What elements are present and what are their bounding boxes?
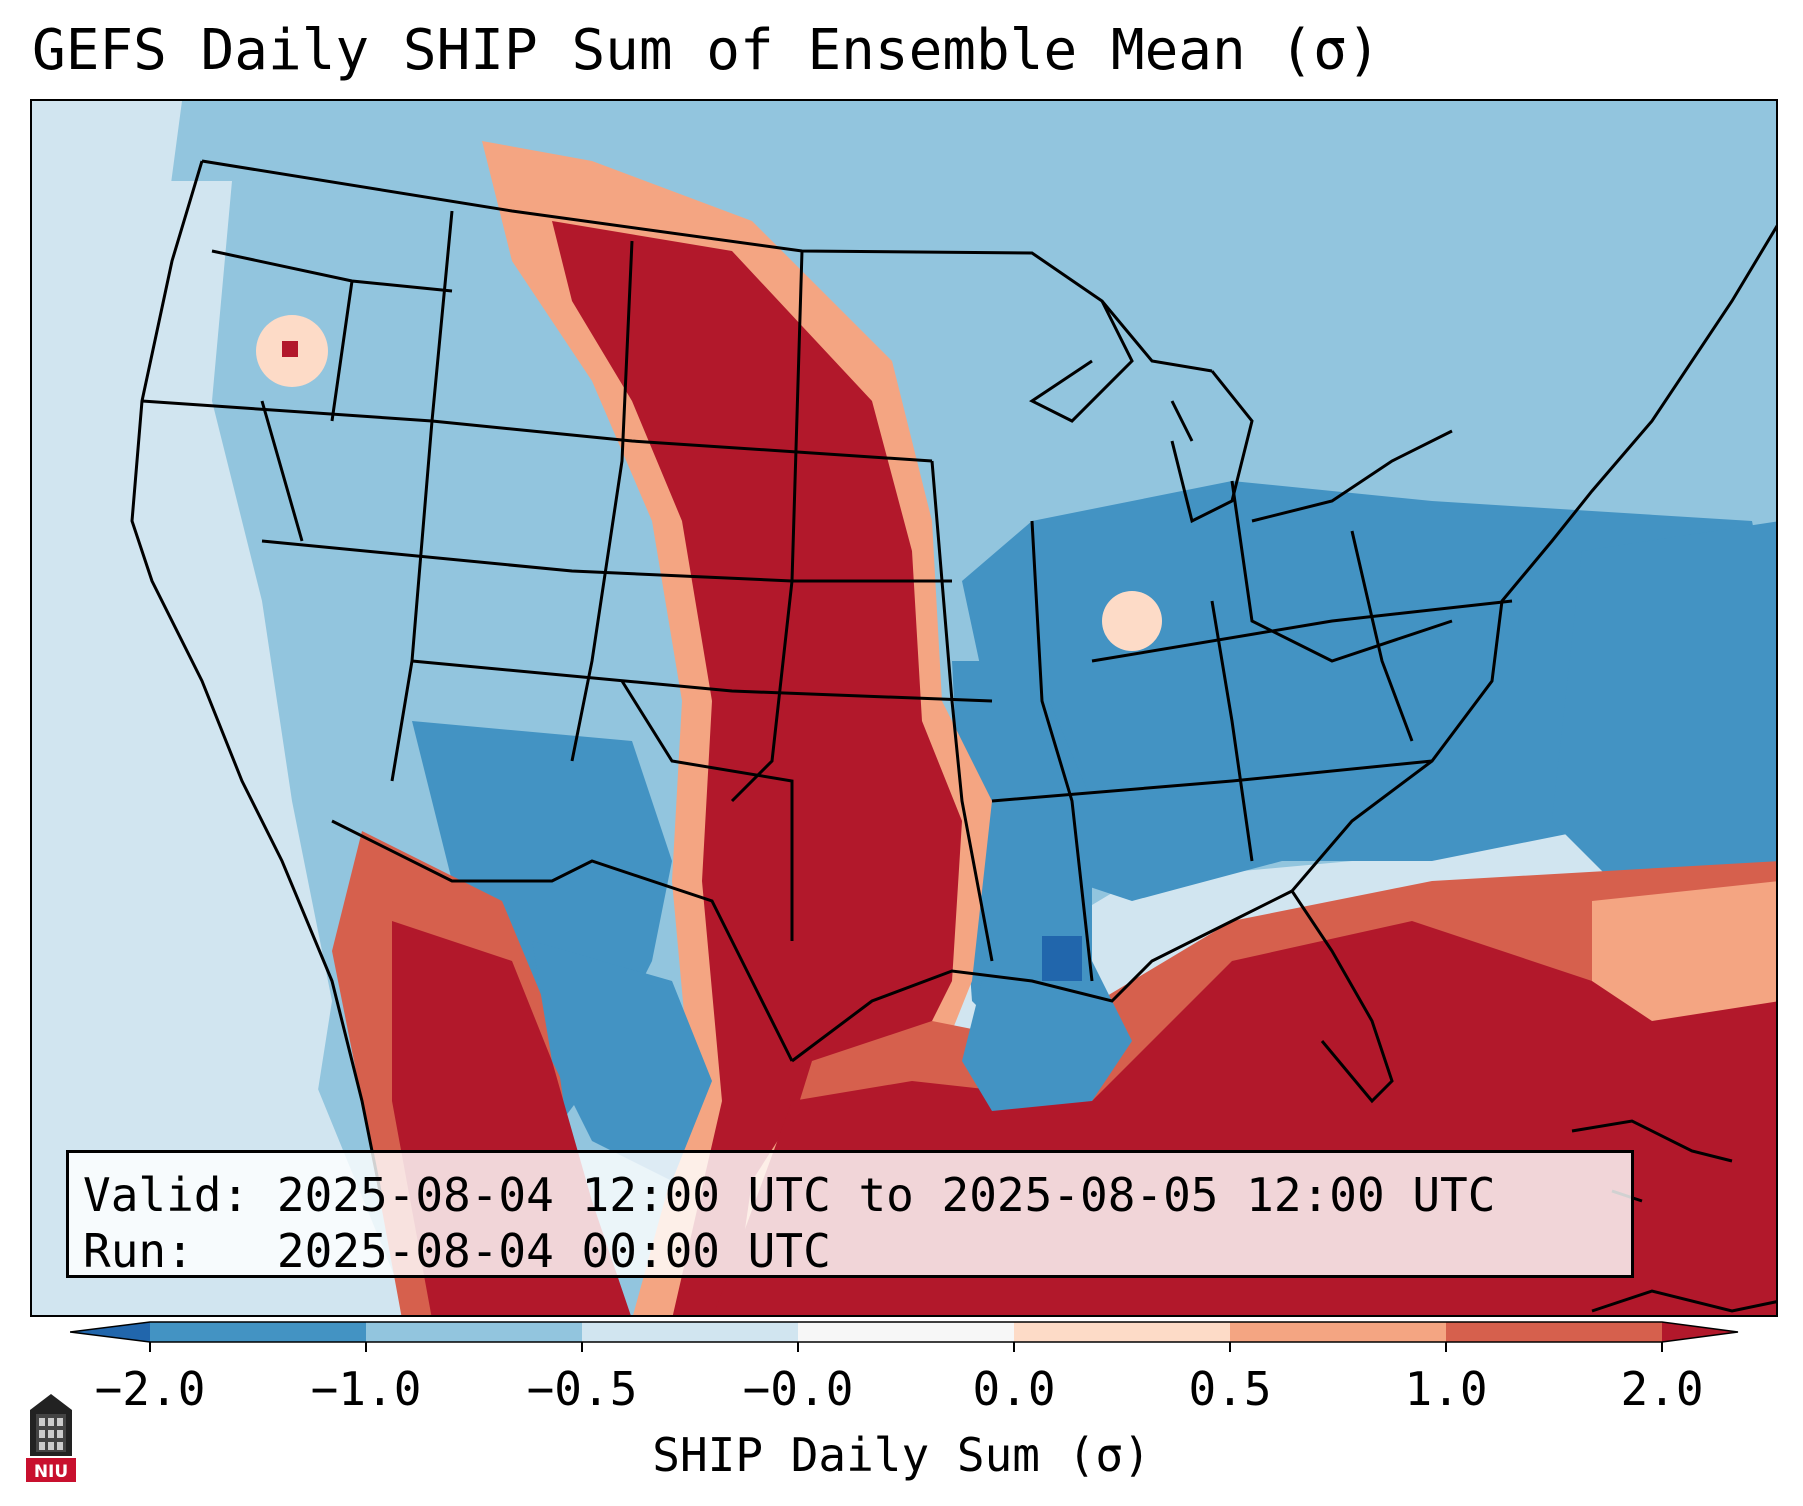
state-line-12: [1230, 480, 1453, 663]
state-line-6: [411, 659, 993, 703]
atlantic-coastline: [1290, 224, 1776, 892]
great-lakes: [1029, 300, 1453, 524]
us-canada-border: [201, 159, 1213, 373]
florida-peninsula: [1290, 890, 1394, 1104]
colorbar-bin: [1446, 1322, 1662, 1342]
colorbar-bin: [366, 1322, 582, 1342]
boundary-lines: [130, 159, 1776, 1202]
region-atlantic-pink: [1592, 881, 1776, 1021]
valid-line: Valid: 2025-08-04 12:00 UTC to 2025-08-0…: [83, 1167, 1631, 1223]
run-value: 2025-08-04 00:00 UTC: [276, 1224, 831, 1278]
colorbar-bin: [150, 1322, 366, 1342]
colorbar-over-arrow: [1662, 1322, 1738, 1342]
region-illinois-warm: [1102, 591, 1162, 651]
run-line: Run: 2025-08-04 00:00 UTC: [83, 1223, 1631, 1279]
state-line-3: [730, 250, 804, 803]
state-line-2: [570, 240, 634, 762]
colorbar-bin: [798, 1322, 1014, 1342]
valid-value: 2025-08-04 12:00 UTC to 2025-08-05 12:00…: [276, 1168, 1496, 1222]
region-oregon-hotspot: [282, 341, 298, 357]
colorbar: [70, 1321, 1739, 1352]
colorbar-tick-label: 2.0: [1620, 1362, 1704, 1416]
state-line-13: [1350, 530, 1414, 742]
colorbar-tick-label: −1.0: [310, 1362, 422, 1416]
run-label: Run:: [83, 1224, 194, 1278]
state-line-14: [211, 249, 453, 542]
region-pacific-coast: [32, 181, 332, 1315]
us-mexico-border: [331, 819, 794, 1062]
colorbar-bin: [1230, 1322, 1446, 1342]
colorbar-ticks: [149, 1342, 1663, 1352]
state-line-5: [261, 539, 952, 583]
chart-title: GEFS Daily SHIP Sum of Ensemble Mean (σ): [32, 18, 1381, 83]
state-line-15: [620, 680, 794, 941]
state-line-7: [930, 460, 994, 962]
colorbar-under-arrow: [70, 1322, 150, 1342]
map-panel[interactable]: [30, 99, 1778, 1317]
colorbar-bin: [582, 1322, 798, 1342]
niu-tower-logo-icon: NIU: [26, 1394, 76, 1482]
validity-info-box: Valid: 2025-08-04 12:00 UTC to 2025-08-0…: [66, 1150, 1634, 1278]
colorbar-tick-label: −0.5: [526, 1362, 638, 1416]
state-line-4: [141, 399, 933, 463]
state-line-10: [1091, 599, 1513, 663]
colorbar-tick-label: 0.5: [1188, 1362, 1272, 1416]
colorbar-tick-label: 0.0: [972, 1362, 1056, 1416]
gulf-coastline: [791, 889, 1293, 1063]
logo-text: NIU: [34, 1462, 68, 1482]
colorbar-tick-label: 1.0: [1404, 1362, 1488, 1416]
state-line-11: [991, 759, 1433, 803]
valid-label: Valid:: [83, 1168, 250, 1222]
region-atlantic-blue: [1552, 521, 1776, 901]
region-louisiana-darkblue: [1042, 936, 1082, 981]
colorbar-label: SHIP Daily Sum (σ): [652, 1428, 1151, 1482]
colorbar-tick-label: −2.0: [94, 1362, 206, 1416]
state-line-1: [390, 210, 454, 782]
shaded-map: [32, 101, 1776, 1315]
colorbar-bin: [1014, 1322, 1230, 1342]
state-line-8: [1030, 520, 1094, 982]
pacific-coastline: [130, 160, 384, 1202]
region-westtexas-blue: [532, 941, 712, 1181]
region-gulf-blue: [962, 961, 1132, 1111]
colorbar-tick-label: −0.0: [742, 1362, 854, 1416]
region-plains-darkred: [552, 221, 962, 1315]
